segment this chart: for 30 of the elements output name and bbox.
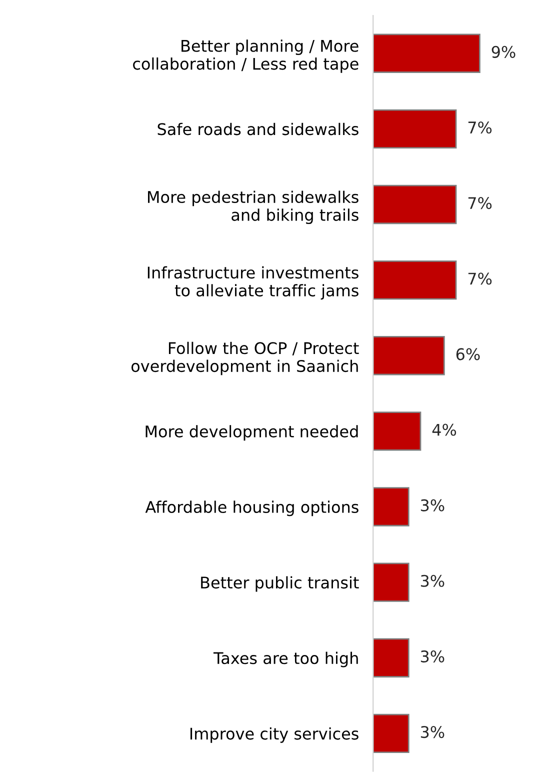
bar [373, 638, 410, 678]
y-tick-label: Infrastructure investments to alleviate traffic jams [148, 266, 358, 300]
data-label: 3% [420, 650, 444, 662]
bar [373, 336, 445, 376]
data-label: 3% [420, 574, 444, 587]
y-tick-label: Improve city services [190, 727, 358, 743]
data-label: 3% [420, 726, 444, 738]
y-tick-label: More pedestrian sidewalks and biking trails [148, 190, 358, 224]
bar [373, 184, 457, 224]
y-tick-label: Safe roads and sidewalks [158, 122, 358, 136]
data-label: 6% [456, 348, 480, 360]
y-tick-label: More development needed [146, 425, 358, 441]
data-label: 9% [492, 46, 516, 58]
bar [373, 562, 410, 602]
data-label: 3% [420, 499, 444, 512]
data-label: 7% [468, 272, 492, 285]
y-tick-label: Affordable housing options [145, 500, 358, 516]
data-label: 7% [468, 121, 492, 134]
data-label: 4% [432, 424, 456, 436]
bar [373, 260, 457, 300]
y-tick-label: Better public transit [201, 576, 359, 592]
bar [373, 487, 410, 526]
bar [373, 714, 410, 754]
bar [373, 412, 422, 451]
y-tick-label: Follow the OCP / Protect overdevelopment in Saanich [131, 342, 359, 376]
y-tick-label: Better planning / More collaboration / Less red tape [133, 40, 358, 73]
y-tick-label: Taxes are too high [213, 652, 358, 668]
bar [373, 34, 480, 73]
bar [373, 109, 457, 149]
data-label: 7% [468, 197, 492, 210]
